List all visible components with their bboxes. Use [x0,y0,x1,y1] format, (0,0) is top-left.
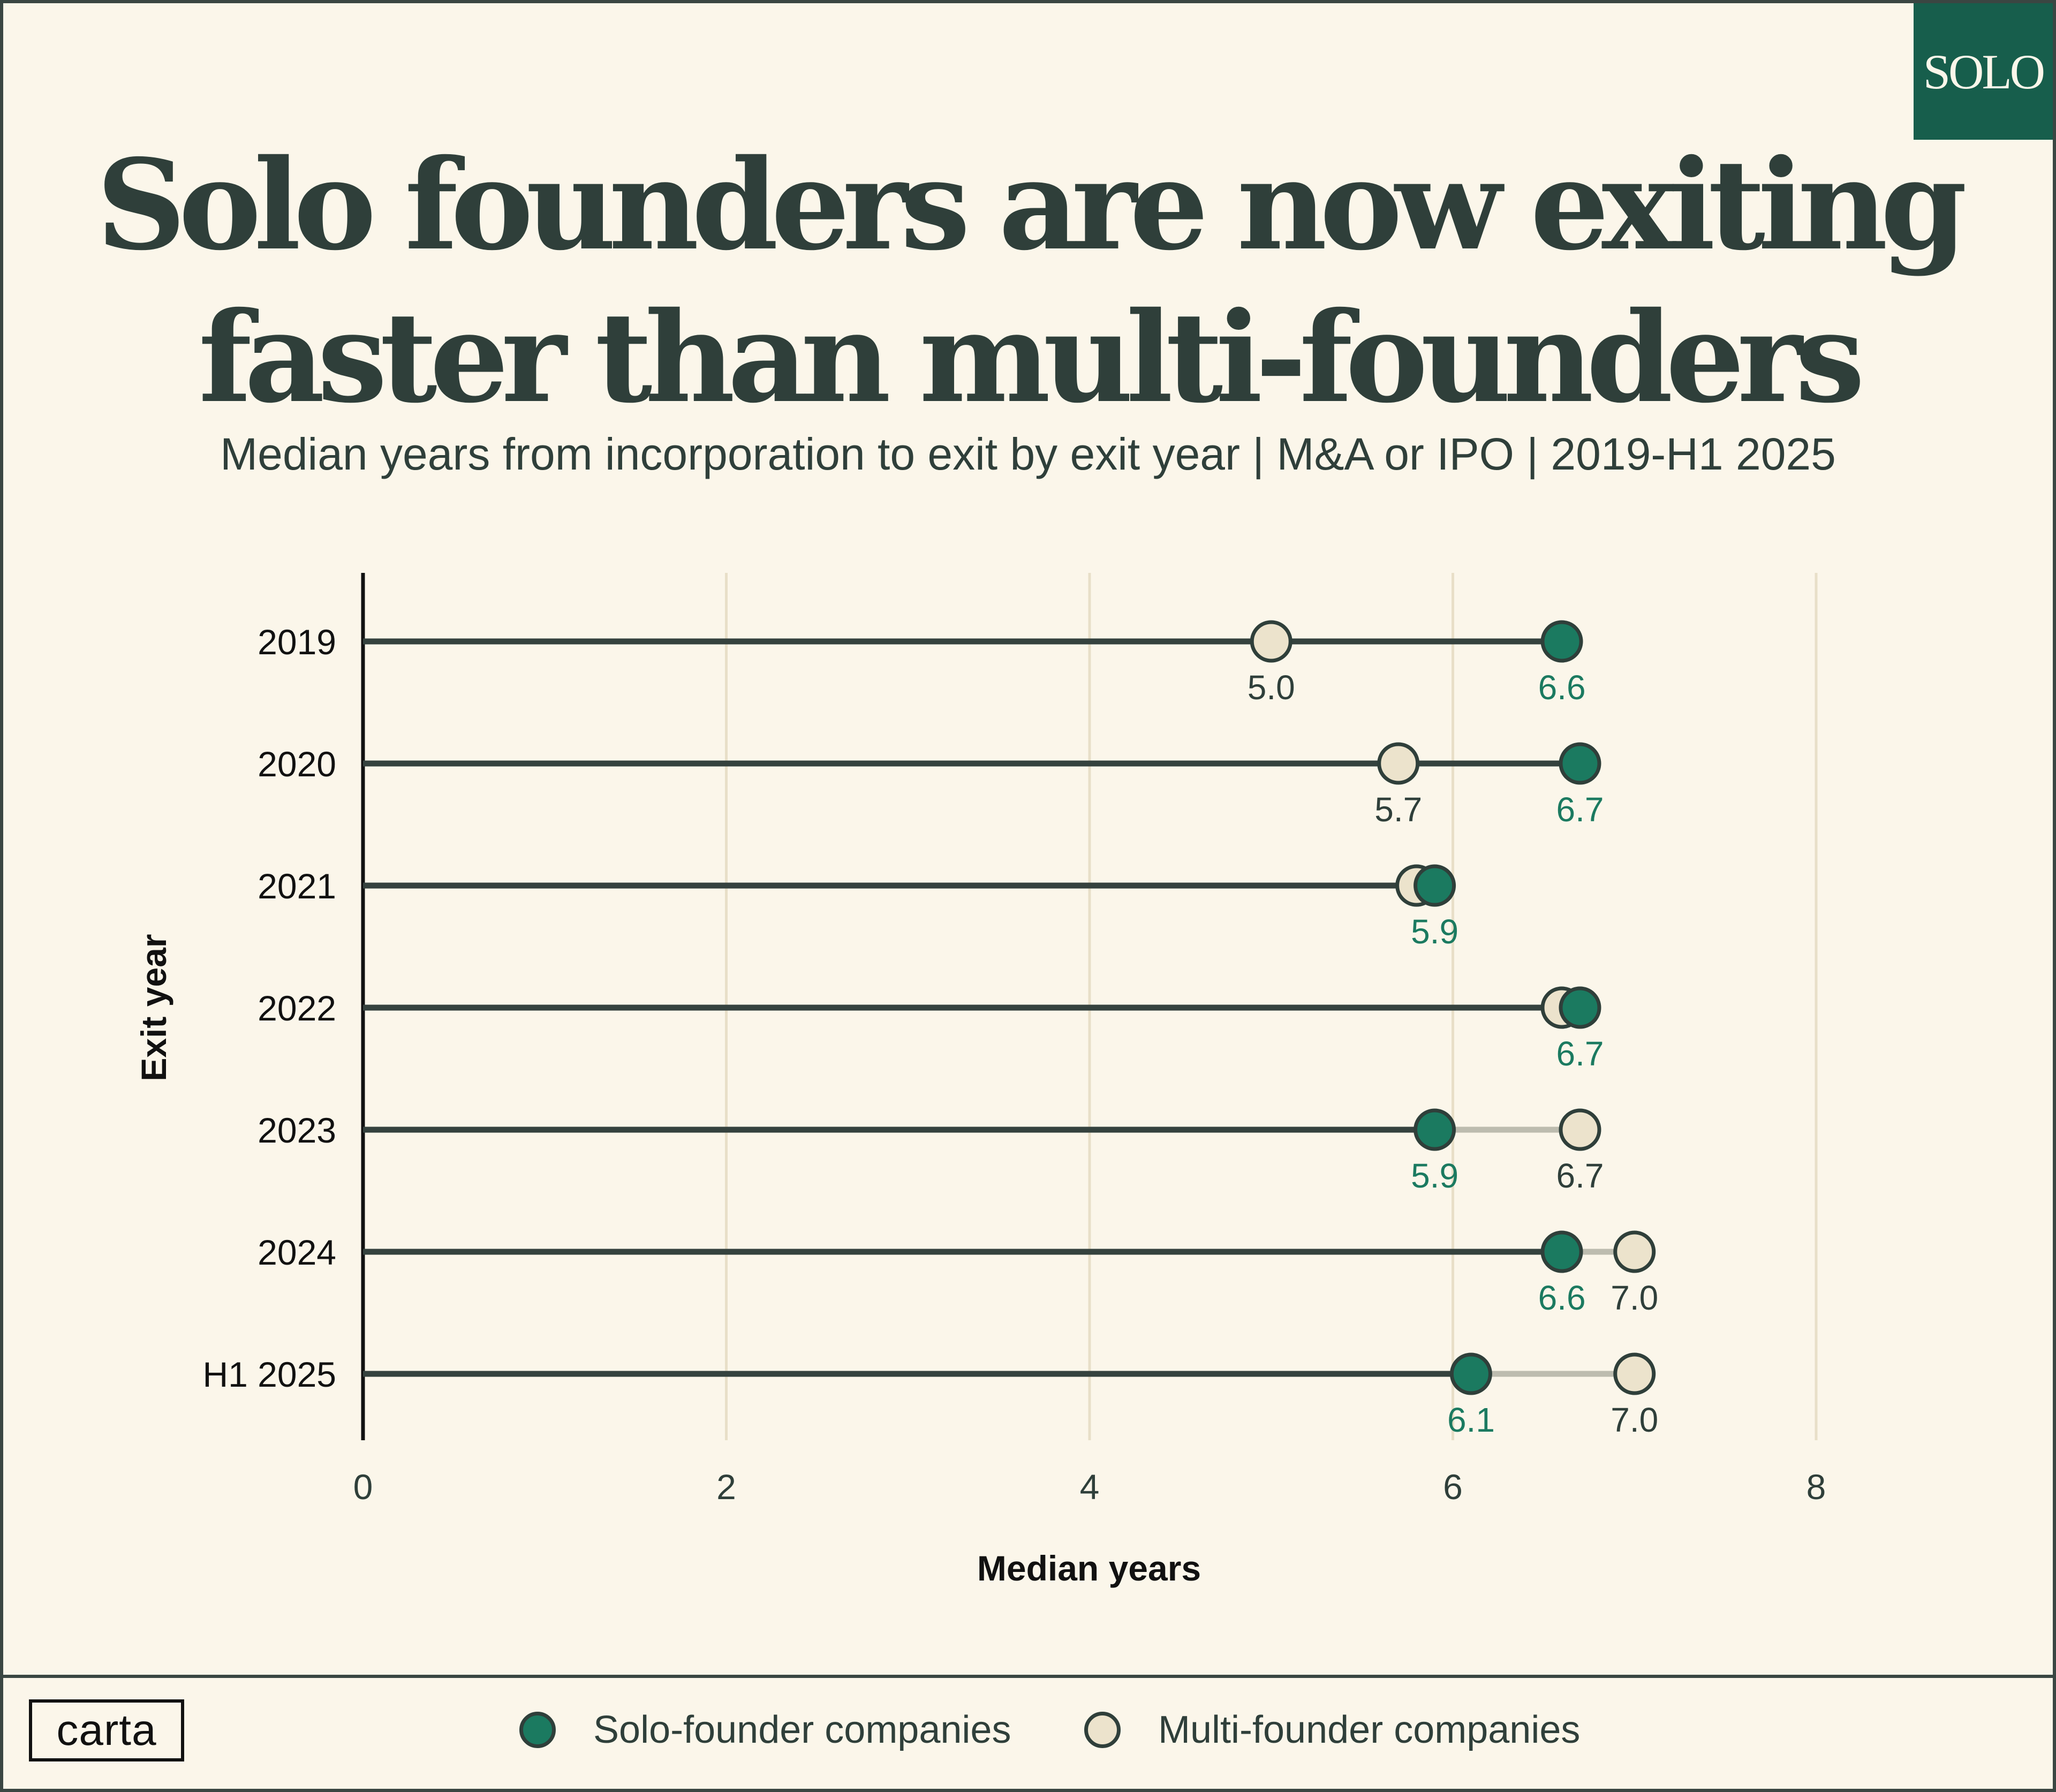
solo-founder-point [1414,1108,1456,1151]
x-axis-title: Median years [977,1548,1201,1588]
y-tick-label: 2021 [258,866,336,906]
legend-item-multi: Multi-founder companies [1084,1708,1580,1752]
legend-marker-solo [519,1712,556,1748]
y-tick-label: 2023 [258,1110,336,1150]
x-tick-label: 8 [1806,1467,1826,1507]
title-line-1: Solo founders are now exiting [96,132,1967,278]
multi-value-label: 5.7 [1374,790,1422,829]
y-tick-label: 2019 [258,622,336,662]
footer-divider [0,1675,2056,1678]
solo-value-label: 6.7 [1556,1034,1604,1073]
multi-founder-point [1559,1108,1601,1151]
solo-founder-point [1540,620,1583,663]
solo-value-label: 6.6 [1538,1279,1586,1317]
multi-founder-point [1377,742,1420,785]
solo-founder-point [1559,742,1601,785]
solo-founder-point [1449,1352,1492,1395]
solo-value-label: 6.6 [1538,668,1586,707]
multi-founder-point [1613,1352,1656,1395]
solo-badge: SOLO [1914,3,2053,140]
legend-label-solo: Solo-founder companies [593,1708,1011,1751]
multi-value-label: 5.0 [1248,668,1295,707]
multi-value-label: 6.7 [1556,1156,1604,1195]
solo-value-label: 6.1 [1447,1401,1495,1439]
x-tick-label: 4 [1080,1467,1100,1507]
solo-value-label: 5.9 [1411,1156,1458,1195]
y-tick-label: 2024 [258,1233,336,1272]
title-line-2: faster than multi-founders [198,284,1865,430]
legend-label-multi: Multi-founder companies [1158,1708,1581,1751]
solo-value-label: 5.9 [1411,912,1458,951]
x-tick-label: 6 [1443,1467,1463,1507]
carta-logo: carta [29,1699,184,1761]
legend-item-solo: Solo-founder companies [519,1708,1011,1752]
solo-founder-point [1559,986,1601,1029]
x-tick-label: 2 [716,1467,736,1507]
y-tick-label: 2020 [258,744,336,784]
solo-founder-point [1540,1230,1583,1273]
y-tick-label: 2022 [258,988,336,1028]
solo-value-label: 6.7 [1556,790,1604,829]
multi-founder-point [1613,1230,1656,1273]
solo-founder-point [1414,864,1456,907]
multi-value-label: 7.0 [1611,1401,1658,1439]
multi-founder-point [1250,620,1292,663]
y-axis-title: Exit year [134,934,173,1081]
legend-marker-multi [1084,1712,1121,1748]
dumbbell-chart: 0 2 4 6 8 Median years Exit year 2019 6.6 5.0 2020… [134,573,1826,1588]
y-tick-label: H1 2025 [202,1355,336,1394]
chart-title: Solo founders are now exiting faster tha… [0,128,2056,434]
multi-value-label: 7.0 [1611,1279,1658,1317]
chart-subtitle: Median years from incorporation to exit … [220,429,1836,479]
x-tick-label: 0 [353,1467,373,1507]
